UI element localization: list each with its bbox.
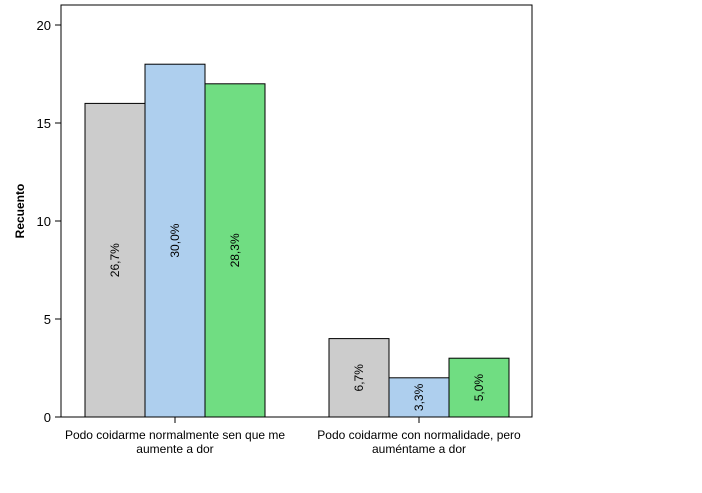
- y-tick-label: 10: [37, 214, 51, 229]
- bar-data-label: 5,0%: [472, 374, 486, 402]
- bar: [388, 377, 450, 418]
- x-category-label: Podo coidarme normalmente sen que me aume…: [65, 428, 285, 456]
- y-axis-title: Recuento: [13, 184, 27, 239]
- bar: [84, 102, 146, 418]
- bar: [204, 83, 266, 418]
- x-category-label: Podo coidarme con normalidade, pero aumén…: [317, 428, 521, 456]
- plot-border: [60, 4, 533, 418]
- y-tick-label: 20: [37, 18, 51, 33]
- plot-frame: [60, 4, 533, 418]
- bar-data-label: 28,3%: [228, 233, 242, 267]
- bar-data-label: 3,3%: [412, 383, 426, 411]
- bar-data-label: 30,0%: [168, 223, 182, 257]
- bar-data-label: 6,7%: [352, 364, 366, 392]
- y-tick-label: 0: [44, 410, 51, 425]
- bar-data-label: 26,7%: [108, 243, 122, 277]
- bars: 26,7% 30,0% 28,3% 6,7% 3,3% 5,0%: [84, 63, 510, 418]
- y-tick-label: 5: [44, 312, 51, 327]
- bar: [144, 63, 206, 418]
- x-axis: Podo coidarme normalmente sen que me aume…: [65, 417, 521, 456]
- y-axis: 0 5 10 15 20: [37, 18, 61, 425]
- bar: [448, 357, 510, 418]
- y-tick-label: 15: [37, 116, 51, 131]
